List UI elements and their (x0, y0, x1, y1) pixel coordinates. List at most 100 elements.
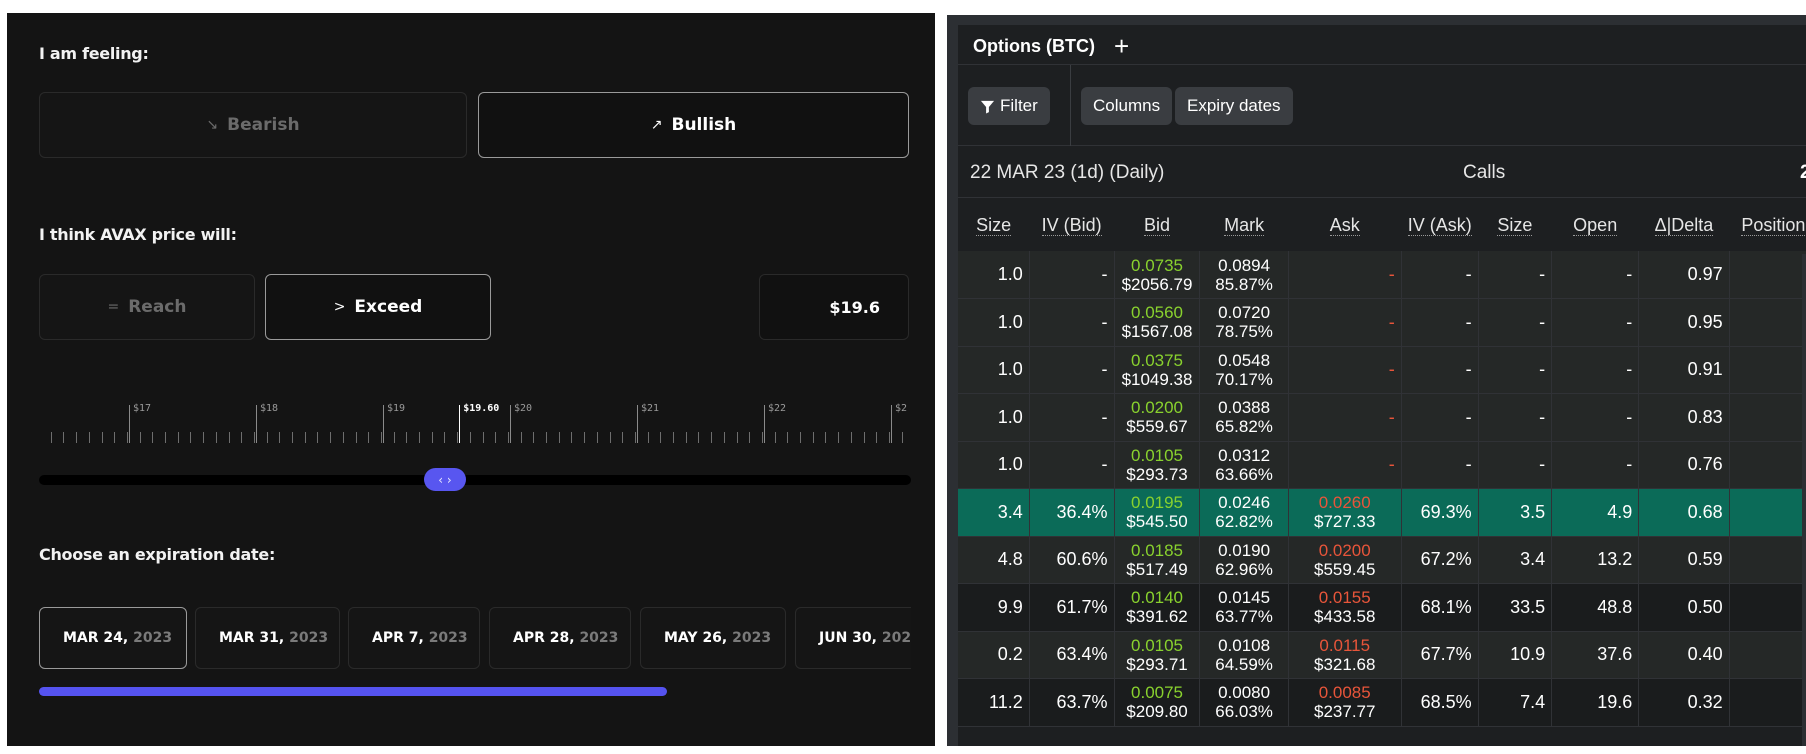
table-row[interactable]: 3.4 36.4% 0.0195 $545.50 0.0246 62.82% 0.0260 $… (958, 488, 1806, 537)
bearish-label: Bearish (227, 115, 300, 135)
bid-cell[interactable]: 0.0185 $517.49 (1114, 536, 1201, 584)
expiry-day: MAR 31, (219, 630, 285, 646)
expiry-date-option[interactable]: APR 28, 2023 (489, 607, 631, 669)
expiry-date-option[interactable]: MAY 26, 2023 (640, 607, 786, 669)
bid-cell-sub: $293.73 (1126, 464, 1188, 484)
ruler-tick (317, 432, 319, 443)
column-header-label: Ask (1329, 214, 1360, 236)
expiry-date-option[interactable]: APR 7, 2023 (348, 607, 480, 669)
expiry-date-option[interactable]: MAR 31, 2023 (195, 607, 340, 669)
table-row[interactable]: 11.2 63.7% 0.0075 $209.80 0.0080 66.03% 0.0085… (958, 678, 1806, 727)
mark-cell[interactable]: 0.0190 62.96% (1199, 536, 1289, 584)
bid-cell[interactable]: 0.0735 $2056.79 (1114, 251, 1201, 299)
expiry-date-option[interactable]: JUN 30, 202 (795, 607, 911, 669)
add-tab-icon[interactable]: + (1114, 31, 1130, 61)
bid-cell[interactable]: 0.0195 $545.50 (1114, 488, 1201, 537)
column-header[interactable]: IV (Ask) (1401, 199, 1478, 251)
ask-size-cell: 10.9 (1478, 631, 1553, 679)
price-ruler[interactable]: $17 $18 $19 $19.60 $20 $21 $22 $2 (39, 387, 911, 443)
target-price-input[interactable]: $19.6 (759, 274, 909, 340)
table-scrollbar[interactable] (1802, 254, 1806, 746)
ask-cell[interactable]: 0.0115 $321.68 (1288, 631, 1402, 679)
exceed-button[interactable]: > Exceed (265, 274, 491, 340)
iv-bid-cell: - (1029, 298, 1115, 347)
bid-cell[interactable]: 0.0200 $559.67 (1114, 393, 1201, 442)
ask-cell[interactable]: 0.0085 $237.77 (1288, 678, 1402, 727)
mark-cell-value: 0.0894 (1218, 255, 1271, 275)
mark-cell[interactable]: 0.0145 63.77% (1199, 583, 1289, 632)
bid-cell[interactable]: 0.0105 $293.73 (1114, 441, 1201, 489)
table-row[interactable]: 0.2 63.4% 0.0105 $293.71 0.0108 64.59% 0.0115 $… (958, 631, 1806, 679)
bid-cell[interactable]: 0.0075 $209.80 (1114, 678, 1201, 727)
mark-cell[interactable]: 0.0720 78.75% (1199, 298, 1289, 347)
bid-cell[interactable]: 0.0375 $1049.38 (1114, 346, 1201, 394)
column-header[interactable]: Size (1478, 199, 1552, 251)
arrow-up-right-icon: ↗ (650, 117, 663, 133)
ruler-tick (749, 432, 751, 443)
columns-button[interactable]: Columns (1081, 87, 1173, 125)
column-header[interactable]: IV (Bid) (1029, 199, 1114, 251)
filter-button[interactable]: Filter (968, 87, 1050, 125)
column-header[interactable]: Position (1729, 199, 1806, 251)
mark-cell[interactable]: 0.0246 62.82% (1199, 488, 1289, 537)
ruler-tick (723, 432, 725, 443)
mark-cell[interactable]: 0.0388 65.82% (1199, 393, 1289, 442)
expiry-date-option[interactable]: MAR 24, 2023 (39, 607, 187, 669)
column-header[interactable]: Mark (1200, 199, 1288, 251)
position-cell: - (1729, 631, 1806, 679)
bullish-button[interactable]: ↗ Bullish (478, 92, 909, 158)
ruler-tick (114, 432, 116, 443)
table-body: 1.0-0.0735$2056.790.089485.87%----0.97-1… (958, 251, 1806, 727)
mark-cell[interactable]: 0.0548 70.17% (1199, 346, 1289, 394)
ruler-tick (279, 432, 281, 443)
ask-cell[interactable]: 0.0260 $727.33 (1288, 488, 1402, 537)
bid-cell-sub: $1567.08 (1121, 322, 1193, 342)
price-slider-handle[interactable]: ‹ › (424, 468, 466, 491)
bearish-button[interactable]: ↘ Bearish (39, 92, 467, 158)
ask-cell[interactable]: 0.0155 $433.58 (1288, 583, 1402, 632)
ask-size-cell: 3.5 (1478, 488, 1553, 537)
bid-cell[interactable]: 0.0560 $1567.08 (1114, 298, 1201, 347)
ruler-tick (609, 432, 611, 443)
mark-cell[interactable]: 0.0312 63.66% (1199, 441, 1289, 489)
column-header[interactable]: Δ|Delta (1639, 199, 1729, 251)
bid-size-cell: 1.0 (958, 393, 1030, 442)
ruler-major-tick (129, 405, 130, 443)
ruler-tick (203, 432, 205, 443)
column-header[interactable]: Ask (1288, 199, 1401, 251)
bid-size-cell: 1.0 (958, 251, 1030, 299)
bid-cell-sub: $517.49 (1126, 559, 1188, 579)
mark-cell[interactable]: 0.0080 66.03% (1199, 678, 1289, 727)
ask-cell[interactable]: 0.0200 $559.45 (1288, 536, 1402, 584)
expiry-dates-button[interactable]: Expiry dates (1175, 87, 1293, 125)
ruler-tick (165, 432, 166, 443)
column-header[interactable]: Size (958, 199, 1029, 251)
expiry-label: Choose an expiration date: (39, 545, 276, 564)
mark-cell[interactable]: 0.0894 85.87% (1199, 251, 1289, 299)
ask-cell-sub: $321.68 (1314, 654, 1376, 674)
table-row[interactable]: 9.9 61.7% 0.0140 $391.62 0.0145 63.77% 0.0155 $… (958, 583, 1806, 632)
expiry-day: JUN 30, (819, 630, 877, 646)
ruler-tick (469, 432, 471, 443)
column-header[interactable]: Open (1552, 199, 1639, 251)
bid-cell[interactable]: 0.0140 $391.62 (1114, 583, 1201, 632)
reach-button[interactable]: = Reach (39, 274, 255, 340)
bid-cell[interactable]: 0.0105 $293.71 (1114, 631, 1201, 679)
mark-cell[interactable]: 0.0108 64.59% (1199, 631, 1289, 679)
bullish-label: Bullish (671, 115, 737, 135)
expiry-date-list: MAR 24, 2023 MAR 31, 2023 APR 7, 2023 AP… (39, 607, 911, 671)
position-cell: - (1729, 346, 1806, 394)
ruler-tick (253, 432, 255, 443)
column-header[interactable]: Bid (1114, 199, 1200, 251)
price-slider-track[interactable] (39, 475, 911, 485)
iv-bid-cell: - (1029, 393, 1115, 442)
bid-cell-sub: $559.67 (1126, 417, 1188, 437)
table-row[interactable]: 4.8 60.6% 0.0185 $517.49 0.0190 62.96% 0.0200 $… (958, 536, 1806, 584)
ruler-tick (215, 432, 217, 443)
mark-cell-sub: 65.82% (1215, 417, 1273, 437)
